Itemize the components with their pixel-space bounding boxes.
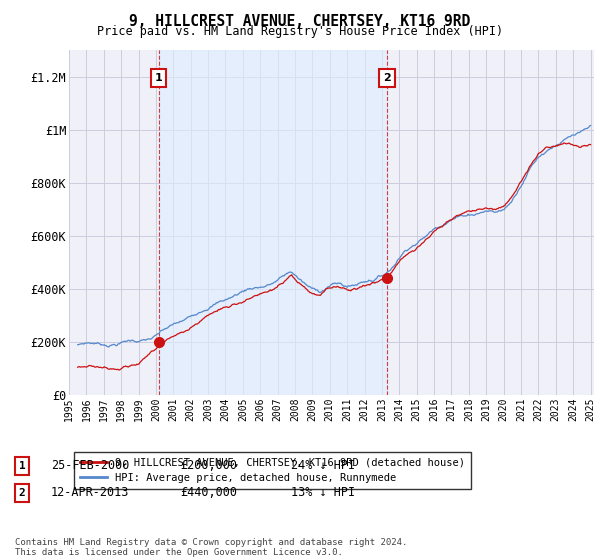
Text: £200,000: £200,000 — [180, 459, 237, 473]
Text: Contains HM Land Registry data © Crown copyright and database right 2024.
This d: Contains HM Land Registry data © Crown c… — [15, 538, 407, 557]
Text: 1: 1 — [19, 461, 26, 471]
Text: 1: 1 — [155, 73, 163, 83]
Text: 2: 2 — [383, 73, 391, 83]
Text: 13% ↓ HPI: 13% ↓ HPI — [291, 486, 355, 500]
Text: 2: 2 — [19, 488, 26, 498]
Legend: 9, HILLCREST AVENUE, CHERTSEY, KT16 9RD (detached house), HPI: Average price, de: 9, HILLCREST AVENUE, CHERTSEY, KT16 9RD … — [74, 452, 471, 489]
Text: 9, HILLCREST AVENUE, CHERTSEY, KT16 9RD: 9, HILLCREST AVENUE, CHERTSEY, KT16 9RD — [130, 14, 470, 29]
Text: 12-APR-2013: 12-APR-2013 — [51, 486, 130, 500]
Text: 25-FEB-2000: 25-FEB-2000 — [51, 459, 130, 473]
Text: Price paid vs. HM Land Registry's House Price Index (HPI): Price paid vs. HM Land Registry's House … — [97, 25, 503, 38]
Text: 24% ↓ HPI: 24% ↓ HPI — [291, 459, 355, 473]
Text: £440,000: £440,000 — [180, 486, 237, 500]
Bar — [158, 50, 387, 395]
